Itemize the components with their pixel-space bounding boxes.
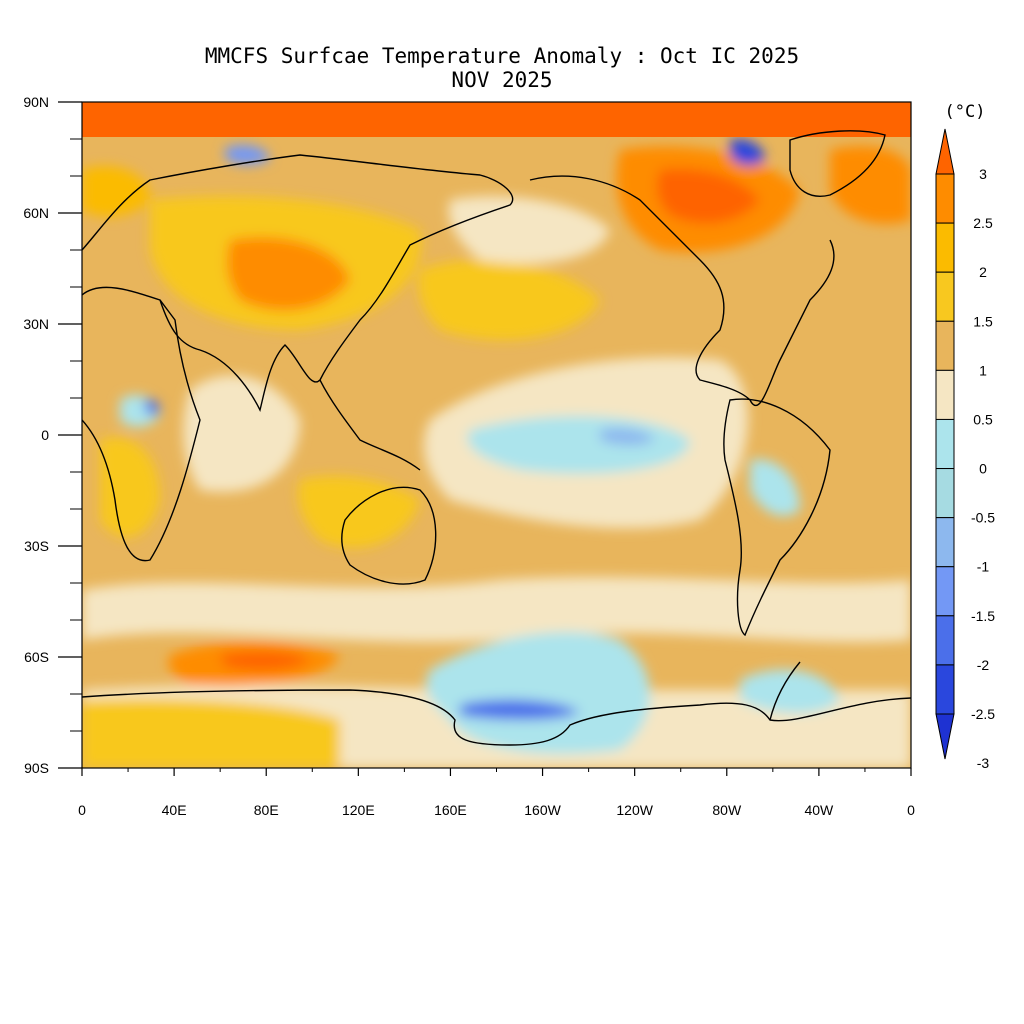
colorbar-level-label: -2.5 xyxy=(971,706,995,722)
map-title: MMCFS Surfcae Temperature Anomaly : Oct … xyxy=(204,44,800,68)
coastline-antarctic-peninsula xyxy=(769,661,801,721)
colorbar-level-label: 2.5 xyxy=(973,215,993,231)
y-tick-label: 0 xyxy=(41,427,49,443)
colorbar-level-label: 2 xyxy=(979,264,987,280)
x-tick-label: 0 xyxy=(907,802,915,818)
y-tick-label: 30N xyxy=(23,316,49,332)
x-tick-label: 160W xyxy=(524,802,561,818)
colorbar-swatch xyxy=(935,369,955,420)
colorbar-swatch xyxy=(935,173,955,224)
coastline-seasia xyxy=(319,379,421,471)
anomaly-field xyxy=(82,102,911,768)
colorbar-level-label: 3 xyxy=(979,166,987,182)
colorbar-swatch xyxy=(935,271,955,322)
colorbar-bottom-arrow xyxy=(935,713,955,760)
colorbar-swatch xyxy=(935,566,955,617)
x-tick-label: 160E xyxy=(434,802,467,818)
title-block: MMCFS Surfcae Temperature Anomaly : Oct … xyxy=(0,44,1004,92)
colorbar-level-label: -3 xyxy=(977,755,990,771)
colorbar-swatch xyxy=(935,615,955,666)
colorbar-swatch xyxy=(935,320,955,371)
colorbar-swatch xyxy=(935,468,955,519)
y-tick-label: 90S xyxy=(24,760,49,776)
colorbar-level-label: -2 xyxy=(977,657,990,673)
coastline-australia xyxy=(341,486,437,585)
coastline-north-america xyxy=(529,175,835,407)
colorbar-level-label: -0.5 xyxy=(971,510,995,526)
colorbar: 3 2.5 2 1.5 1 0.5 0 -0.5 -1 -1.5 -2 -2.5 -3 (°C) xyxy=(935,102,995,771)
colorbar-swatch xyxy=(935,664,955,715)
colorbar-level-label: 0.5 xyxy=(973,411,993,427)
coastline-greenland xyxy=(789,130,886,197)
x-tick-label: 40E xyxy=(162,802,187,818)
colorbar-top-arrow xyxy=(935,128,955,175)
colorbar-swatch xyxy=(935,517,955,568)
y-tick-label: 90N xyxy=(23,94,49,110)
x-tick-label: 0 xyxy=(78,802,86,818)
colorbar-level-label: -1.5 xyxy=(971,608,995,624)
colorbar-unit: (°C) xyxy=(945,102,986,122)
coastline-africa xyxy=(82,286,201,562)
coastlines xyxy=(82,130,911,746)
coastline-eurasia xyxy=(82,154,514,413)
map-subtitle: NOV 2025 xyxy=(451,68,553,92)
colorbar-swatch xyxy=(935,418,955,470)
colorbar-level-label: -1 xyxy=(977,559,990,575)
axis-labels: 0 40E 80E 120E 160E 160W 120W 80W 40W 0 90N 60N 30N 0… xyxy=(23,94,915,818)
x-tick-label: 120E xyxy=(342,802,375,818)
x-tick-label: 80W xyxy=(712,802,742,818)
colorbar-level-label: 1.5 xyxy=(973,313,993,329)
axis-ticks xyxy=(58,101,912,776)
colorbar-swatch xyxy=(935,222,955,273)
x-tick-label: 40W xyxy=(804,802,834,818)
colorbar-level-label: 1 xyxy=(979,362,987,378)
y-tick-label: 60N xyxy=(23,205,49,221)
x-tick-label: 120W xyxy=(616,802,653,818)
y-tick-label: 60S xyxy=(24,649,49,665)
y-tick-label: 30S xyxy=(24,538,49,554)
colorbar-level-label: 0 xyxy=(979,461,987,477)
x-tick-label: 80E xyxy=(254,802,279,818)
coastline-south-america xyxy=(723,398,831,637)
